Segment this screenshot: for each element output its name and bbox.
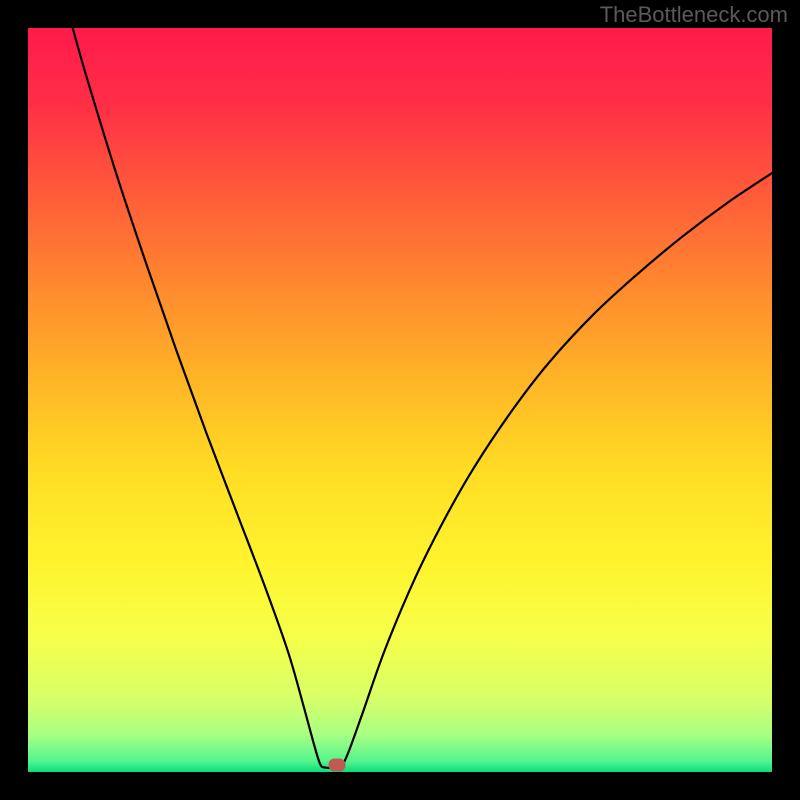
bottleneck-curve: [28, 28, 772, 772]
curve-path: [73, 28, 772, 768]
watermark-text: TheBottleneck.com: [600, 2, 788, 28]
optimal-point-marker: [328, 759, 345, 772]
outer-frame: [0, 0, 800, 800]
plot-area: [28, 28, 772, 772]
